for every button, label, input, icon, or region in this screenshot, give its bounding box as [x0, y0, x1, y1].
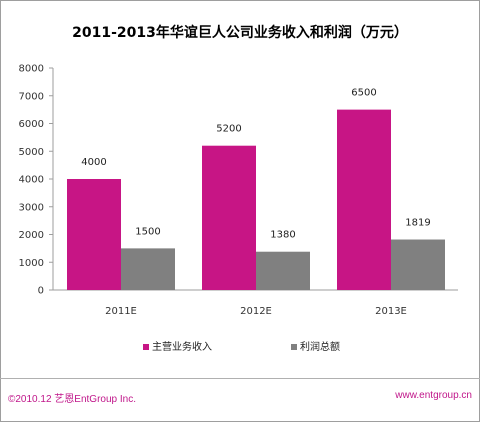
footer-divider — [0, 378, 480, 379]
data-label: 4000 — [81, 157, 106, 168]
y-tick-label: 6000 — [19, 119, 44, 130]
legend-swatch — [143, 344, 149, 350]
y-ticks: 0 1000 2000 3000 4000 5000 6000 7000 8000 — [19, 64, 53, 297]
bar-revenue — [337, 109, 391, 290]
x-tick-label: 2013E — [375, 306, 407, 317]
x-tick-labels: 2011E 2012E 2013E — [105, 306, 407, 317]
bar-profit — [256, 251, 310, 290]
y-tick-label: 5000 — [19, 147, 44, 158]
bar-chart: 0 1000 2000 3000 4000 5000 6000 7000 8000 4000 15… — [19, 64, 458, 353]
bar-profit — [121, 248, 175, 290]
bar-profit — [391, 239, 445, 290]
legend: 主营业务收入 利润总额 — [143, 340, 340, 353]
footer-copyright: ©2010.12 艺恩EntGroup Inc. — [8, 394, 136, 405]
data-label: 1819 — [405, 218, 430, 229]
data-label: 5200 — [216, 124, 241, 135]
y-tick-label: 7000 — [19, 91, 44, 102]
bars: 4000 1500 5200 1380 6500 1819 — [67, 88, 445, 290]
data-label: 6500 — [351, 88, 376, 99]
y-tick-label: 8000 — [19, 64, 44, 75]
y-tick-label: 4000 — [19, 175, 44, 186]
legend-swatch — [291, 344, 297, 350]
y-tick-label: 0 — [38, 286, 44, 297]
chart-title: 2011-2013年华谊巨人公司业务收入和利润（万元） — [72, 25, 408, 41]
footer-website-link[interactable]: www.entgroup.cn — [395, 390, 472, 401]
y-tick-label: 1000 — [19, 258, 44, 269]
bar-revenue — [67, 179, 121, 290]
data-label: 1500 — [135, 226, 160, 237]
x-tick-label: 2012E — [240, 306, 272, 317]
y-tick-label: 2000 — [19, 230, 44, 241]
bar-revenue — [202, 145, 256, 290]
legend-label: 利润总额 — [300, 340, 340, 353]
x-tick-label: 2011E — [105, 306, 137, 317]
data-label: 1380 — [270, 230, 295, 241]
y-tick-label: 3000 — [19, 202, 44, 213]
legend-label: 主营业务收入 — [152, 340, 212, 353]
